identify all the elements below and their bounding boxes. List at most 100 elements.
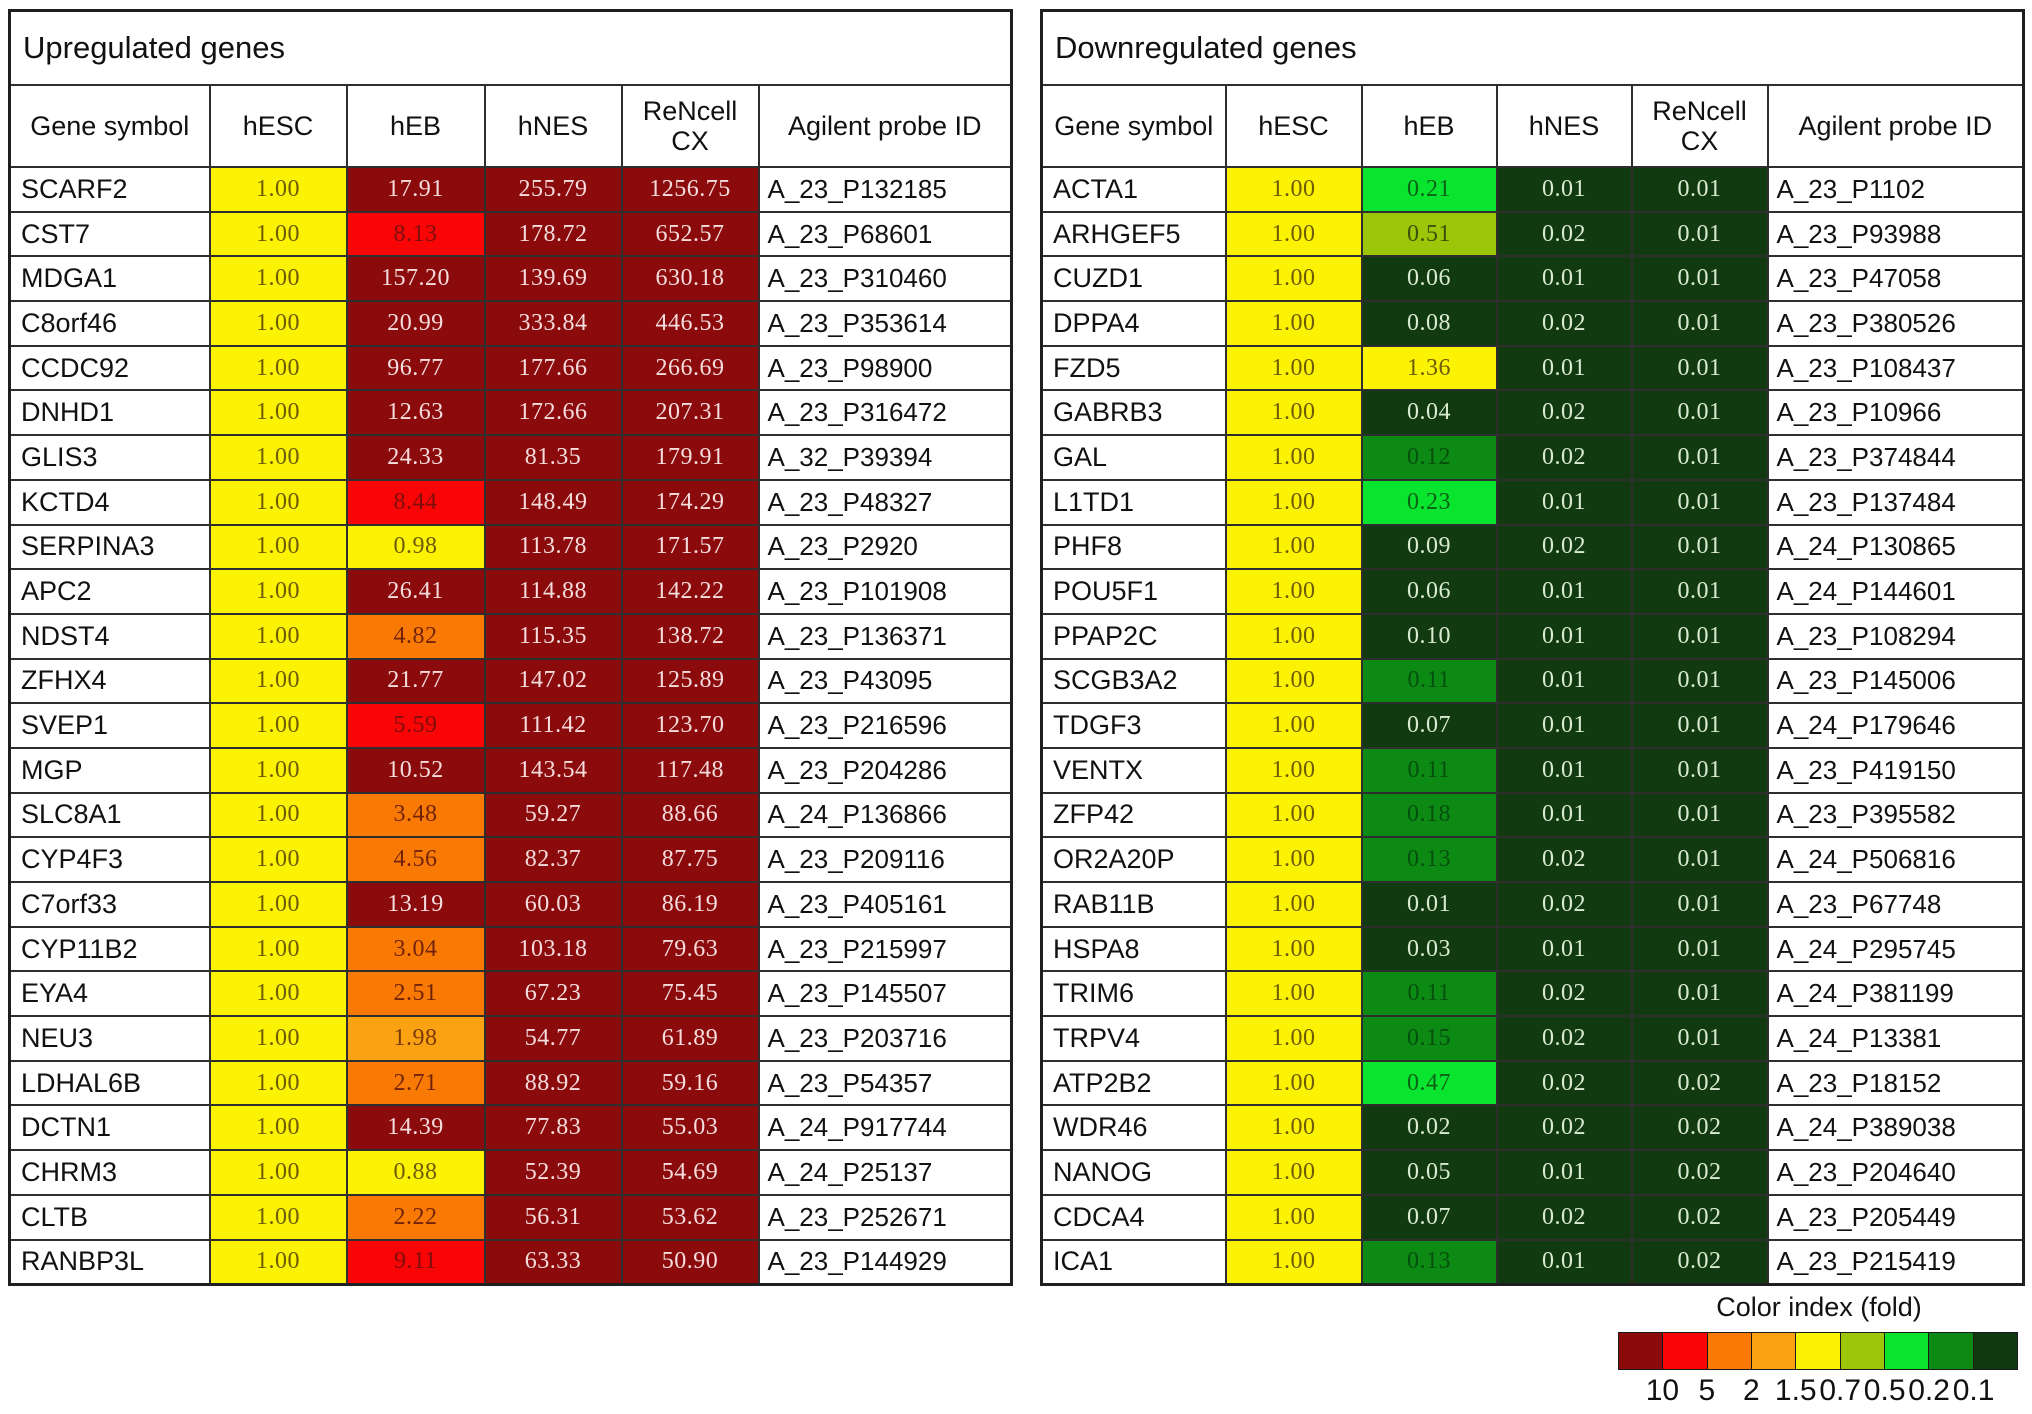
- fold-value-cell: 21.77: [345, 657, 486, 705]
- table-row: SERPINA3 1.00 0.98 113.78 171.57 A_23_P2920: [8, 523, 1013, 571]
- legend-swatch: [1840, 1333, 1885, 1369]
- table-row: L1TD1 1.00 0.23 0.01 0.01 A_23_P137484: [1040, 478, 2025, 526]
- fold-value-cell: 53.62: [620, 1193, 760, 1241]
- fold-value-cell: 207.31: [620, 389, 760, 437]
- fold-value-cell: 0.01: [1630, 523, 1769, 571]
- probe-id-cell: A_24_P179646: [1766, 702, 2025, 749]
- fold-value-cell: 1.00: [1224, 970, 1363, 1018]
- table-row: POU5F1 1.00 0.06 0.01 0.01 A_24_P144601: [1040, 568, 2025, 615]
- fold-value-cell: 55.03: [620, 1104, 760, 1152]
- probe-id-cell: A_23_P395582: [1766, 791, 2025, 839]
- table-row: VENTX 1.00 0.11 0.01 0.01 A_23_P419150: [1040, 746, 2025, 794]
- fold-value-cell: 63.33: [483, 1238, 623, 1286]
- table-title: Downregulated genes: [1040, 9, 2025, 86]
- fold-value-cell: 0.01: [1630, 166, 1769, 213]
- fold-value-cell: 0.01: [1495, 612, 1633, 660]
- gene-symbol-cell: RAB11B: [1040, 881, 1227, 928]
- legend-tick-label: 0.2: [1908, 1374, 1950, 1407]
- upregulated-genes-table: Upregulated genes Gene symbol hESC hEB hNES R…: [8, 9, 1014, 1286]
- downregulated-genes-tbody: Downregulated genes Gene symbol hESC hEB hNE…: [1040, 9, 2025, 1286]
- probe-id-cell: A_23_P68601: [757, 210, 1013, 258]
- color-index-legend: Color index (fold) 10 5 2 1.5 0.7 0.5 0.2 0.1: [1618, 1292, 2020, 1410]
- fold-value-cell: 1256.75: [620, 166, 760, 213]
- gene-symbol-cell: CST7: [8, 210, 211, 258]
- fold-value-cell: 0.01: [1630, 970, 1769, 1018]
- gene-symbol-cell: EYA4: [8, 970, 211, 1018]
- probe-id-cell: A_23_P98900: [757, 344, 1013, 392]
- fold-value-cell: 13.19: [345, 881, 486, 928]
- gene-symbol-cell: NEU3: [8, 1015, 211, 1062]
- gene-symbol-cell: C7orf33: [8, 881, 211, 928]
- table-title-row: Upregulated genes: [8, 9, 1013, 86]
- gene-symbol-cell: SVEP1: [8, 702, 211, 749]
- gene-symbol-cell: WDR46: [1040, 1104, 1227, 1152]
- fold-value-cell: 0.01: [1630, 300, 1769, 347]
- fold-value-cell: 5.59: [345, 702, 486, 749]
- table-row: CDCA4 1.00 0.07 0.02 0.02 A_23_P205449: [1040, 1193, 2025, 1241]
- gene-symbol-cell: DPPA4: [1040, 300, 1227, 347]
- gene-symbol-cell: TDGF3: [1040, 702, 1227, 749]
- probe-id-cell: A_23_P216596: [757, 702, 1013, 749]
- probe-id-cell: A_24_P506816: [1766, 836, 2025, 883]
- fold-value-cell: 0.98: [345, 523, 486, 571]
- fold-value-cell: 266.69: [620, 344, 760, 392]
- fold-value-cell: 0.11: [1360, 657, 1498, 705]
- fold-value-cell: 24.33: [345, 434, 486, 481]
- table-row: WDR46 1.00 0.02 0.02 0.02 A_24_P389038: [1040, 1104, 2025, 1152]
- fold-value-cell: 0.06: [1360, 568, 1498, 615]
- table-row: TRPV4 1.00 0.15 0.02 0.01 A_24_P13381: [1040, 1015, 2025, 1062]
- fold-value-cell: 0.01: [1495, 746, 1633, 794]
- fold-value-cell: 1.00: [1224, 568, 1363, 615]
- probe-id-cell: A_23_P215419: [1766, 1238, 2025, 1286]
- legend-swatch: [1884, 1333, 1930, 1369]
- fold-value-cell: 0.01: [1630, 881, 1769, 928]
- fold-value-cell: 1.00: [208, 1059, 348, 1107]
- fold-value-cell: 0.02: [1495, 970, 1633, 1018]
- fold-value-cell: 174.29: [620, 478, 760, 526]
- table-row: TDGF3 1.00 0.07 0.01 0.01 A_24_P179646: [1040, 702, 2025, 749]
- fold-value-cell: 0.01: [1630, 791, 1769, 839]
- fold-value-cell: 1.00: [1224, 389, 1363, 437]
- fold-value-cell: 0.01: [1630, 612, 1769, 660]
- legend-swatch: [1707, 1333, 1752, 1369]
- fold-value-cell: 123.70: [620, 702, 760, 749]
- fold-value-cell: 0.01: [1495, 344, 1633, 392]
- fold-value-cell: 0.02: [1495, 881, 1633, 928]
- fold-value-cell: 0.13: [1360, 836, 1498, 883]
- fold-value-cell: 0.11: [1360, 970, 1498, 1018]
- fold-value-cell: 1.00: [1224, 791, 1363, 839]
- fold-value-cell: 12.63: [345, 389, 486, 437]
- fold-value-cell: 0.01: [1495, 568, 1633, 615]
- probe-id-cell: A_32_P39394: [757, 434, 1013, 481]
- gene-symbol-cell: DCTN1: [8, 1104, 211, 1152]
- fold-value-cell: 255.79: [483, 166, 623, 213]
- fold-value-cell: 1.00: [1224, 478, 1363, 526]
- gene-symbol-cell: APC2: [8, 568, 211, 615]
- fold-value-cell: 1.00: [208, 1149, 348, 1196]
- fold-value-cell: 2.51: [345, 970, 486, 1018]
- fold-value-cell: 171.57: [620, 523, 760, 571]
- fold-value-cell: 9.11: [345, 1238, 486, 1286]
- fold-value-cell: 1.00: [1224, 300, 1363, 347]
- probe-id-cell: A_23_P43095: [757, 657, 1013, 705]
- fold-value-cell: 0.23: [1360, 478, 1498, 526]
- fold-value-cell: 1.00: [1224, 210, 1363, 258]
- gene-symbol-cell: GLIS3: [8, 434, 211, 481]
- fold-value-cell: 81.35: [483, 434, 623, 481]
- probe-id-cell: A_24_P381199: [1766, 970, 2025, 1018]
- probe-id-cell: A_24_P25137: [757, 1149, 1013, 1196]
- fold-value-cell: 4.82: [345, 612, 486, 660]
- fold-value-cell: 0.02: [1495, 300, 1633, 347]
- gene-symbol-cell: CYP4F3: [8, 836, 211, 883]
- fold-value-cell: 1.00: [208, 344, 348, 392]
- probe-id-cell: A_23_P204286: [757, 746, 1013, 794]
- legend-swatch: [1663, 1333, 1708, 1369]
- fold-value-cell: 142.22: [620, 568, 760, 615]
- table-row: CST7 1.00 8.13 178.72 652.57 A_23_P68601: [8, 210, 1013, 258]
- table-header-row: Gene symbol hESC hEB hNES ReNcell CX Agilent …: [8, 84, 1013, 168]
- table-row: GLIS3 1.00 24.33 81.35 179.91 A_32_P39394: [8, 434, 1013, 481]
- gene-symbol-cell: PHF8: [1040, 523, 1227, 571]
- fold-value-cell: 1.00: [208, 836, 348, 883]
- gene-symbol-cell: CHRM3: [8, 1149, 211, 1196]
